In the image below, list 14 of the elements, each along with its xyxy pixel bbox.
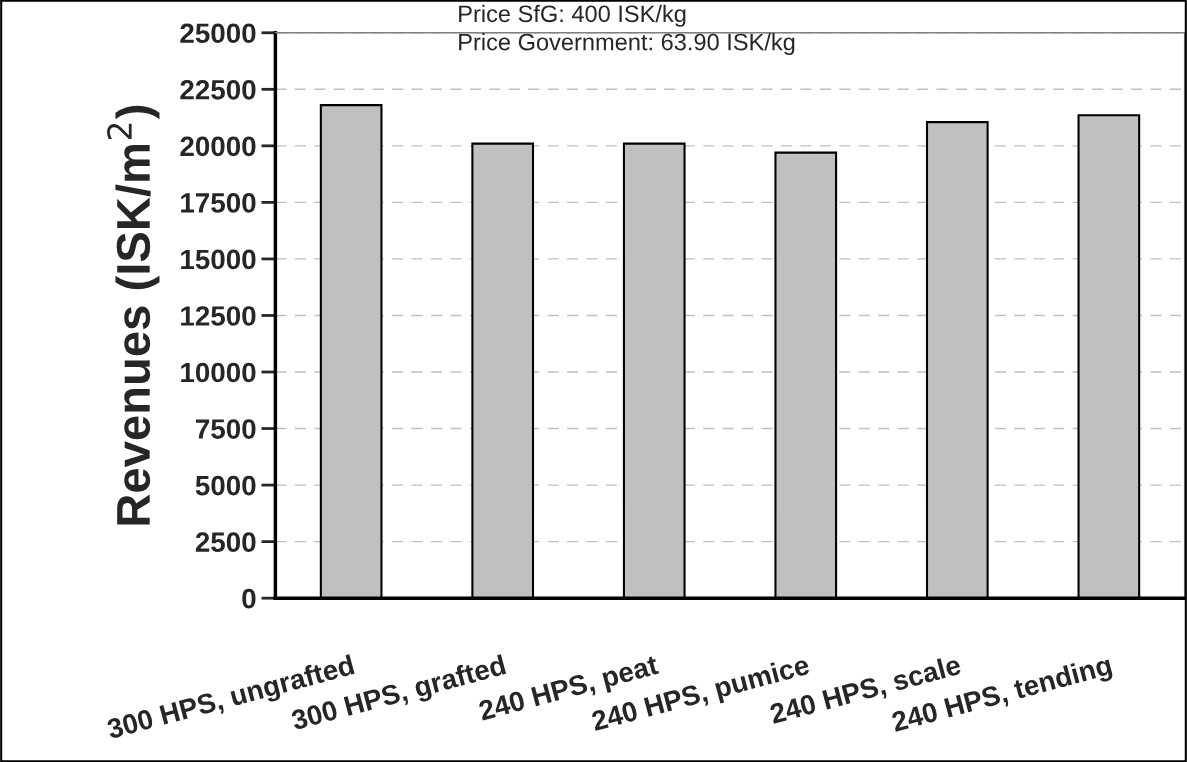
text: Price SfG: 400 ISK/kg xyxy=(459,4,686,27)
y-tick-label: 12500 xyxy=(181,306,256,326)
y-tick-label: 2500 xyxy=(195,532,256,552)
y-tick-label: 0 xyxy=(242,588,256,609)
y-tick-label: 22500 xyxy=(180,79,256,100)
y-tick-label: 7500 xyxy=(196,419,256,439)
y-tick-label: 20000 xyxy=(180,136,256,157)
y-tick-label: 15000 xyxy=(181,249,256,270)
y-tick-label: 10000 xyxy=(181,362,256,383)
y-tick-label: 5000 xyxy=(195,475,256,496)
y-axis-title: Revenues (ISK/m$^{2}$) xyxy=(107,105,160,525)
y-tick-label: 17500 xyxy=(181,193,256,213)
annotation: Price Government: 63.90 ISK/kg xyxy=(459,33,795,56)
y-tick-label: 25000 xyxy=(180,23,256,44)
